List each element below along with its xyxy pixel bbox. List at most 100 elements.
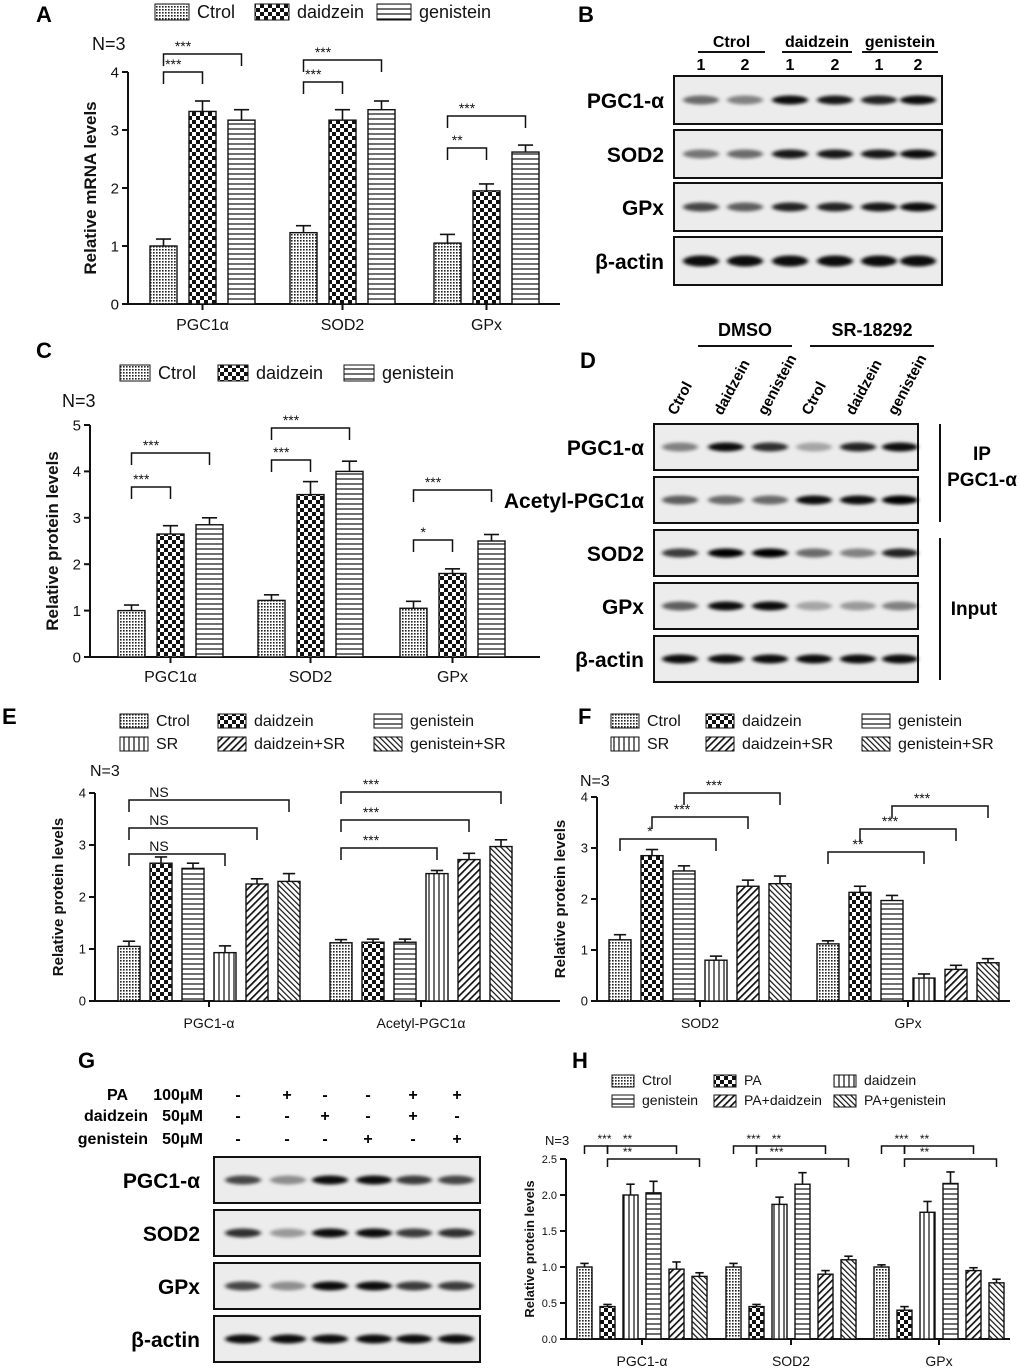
blot-band xyxy=(817,95,853,105)
legend-label: Ctrol xyxy=(156,713,190,730)
y-tick-label: 4 xyxy=(73,464,81,481)
blot-band xyxy=(752,442,788,452)
blot-band xyxy=(396,1281,432,1291)
bar-daidzein xyxy=(640,854,664,1002)
blot-band xyxy=(708,654,744,664)
significance-label: ** xyxy=(920,1145,930,1159)
significance-label: ** xyxy=(623,1132,633,1146)
significance-bracket xyxy=(619,838,717,851)
panel-label-h: H xyxy=(572,1048,588,1073)
blot-row-label: β-actin xyxy=(575,649,644,672)
legend-swatch xyxy=(713,1094,737,1108)
significance-bracket xyxy=(302,59,383,72)
bar-Ctrol xyxy=(257,599,286,658)
bar-daidzein xyxy=(156,533,185,658)
bar-genistein xyxy=(794,1183,811,1340)
x-category-label: Acetyl-PGC1α xyxy=(376,1015,465,1031)
significance-bracket xyxy=(162,53,243,66)
n-label: N=3 xyxy=(90,763,120,780)
significance-label: ** xyxy=(452,132,463,148)
bar-daidzein xyxy=(622,1194,639,1340)
blot-row-label: β-actin xyxy=(131,1329,200,1352)
y-axis-label: Relative protein levels xyxy=(43,451,62,631)
significance-label: *** xyxy=(165,56,182,72)
blot-band xyxy=(840,654,876,664)
significance-label: *** xyxy=(597,1132,611,1146)
x-category-label: PGC1-α xyxy=(184,1015,235,1031)
dose-label: 50μM xyxy=(162,1108,203,1125)
bar-PA xyxy=(896,1309,913,1340)
blot-band xyxy=(861,95,897,105)
blot-lane-label: 2 xyxy=(914,57,923,74)
y-axis-label: Relative protein levels xyxy=(552,820,569,978)
blot-panel-g: PA 100μM - + - - + + daidzein 50μM - - + - + - genistein… xyxy=(78,1087,481,1363)
legend-label: Ctrol xyxy=(197,2,235,22)
treatment-mark: + xyxy=(282,1087,291,1104)
y-tick-label: 3 xyxy=(111,122,119,139)
bar-Ctrol xyxy=(399,607,428,658)
significance-bracket xyxy=(880,1145,906,1154)
blot-row-label: PGC1-α xyxy=(567,437,644,460)
legend-label: Ctrol xyxy=(642,1072,672,1088)
chart-panel-c: Ctrol daidzein genistein N=3 0 1 2 3 4 5 Relative … xyxy=(43,363,540,686)
bar-Ctrol xyxy=(725,1266,742,1340)
significance-bracket xyxy=(755,1158,850,1167)
blot-band xyxy=(396,1228,432,1238)
significance-label: *** xyxy=(459,100,476,116)
blot-band xyxy=(727,149,763,159)
bar-PA+genistein xyxy=(840,1259,857,1340)
y-tick-label: 1 xyxy=(581,943,588,958)
bar-SR xyxy=(425,872,449,1002)
bar-daidzein xyxy=(438,572,467,658)
chart-panel-h: Ctrol PA daidzein genistein PA+daidzein PA+ge… xyxy=(522,1072,1010,1369)
n-label: N=3 xyxy=(545,1133,569,1148)
blot-band xyxy=(900,149,936,159)
blot-band xyxy=(225,1334,261,1344)
blot-band xyxy=(817,255,853,267)
y-axis-label: Relative mRNA levels xyxy=(81,101,100,274)
x-category-label: SOD2 xyxy=(681,1015,719,1031)
bar-Ctrol xyxy=(433,242,462,305)
legend-swatch xyxy=(119,736,149,752)
blot-band xyxy=(662,442,698,452)
blot-band xyxy=(861,149,897,159)
blot-band xyxy=(817,149,853,159)
y-tick-label: 5 xyxy=(73,417,81,434)
significance-label: ** xyxy=(853,836,864,852)
y-tick-label: 1 xyxy=(111,238,119,255)
significance-label: *** xyxy=(143,437,160,453)
significance-label: *** xyxy=(175,38,192,54)
bar-daidzein xyxy=(149,862,173,1002)
bar-PA+daidzein xyxy=(668,1268,685,1340)
blot-lane-label: Ctrol xyxy=(799,379,830,418)
blot-band xyxy=(683,95,719,105)
significance-bracket xyxy=(446,147,488,160)
n-label: N=3 xyxy=(62,391,96,411)
x-category-label: GPx xyxy=(471,317,502,334)
legend-label: SR xyxy=(647,736,669,753)
y-tick-label: 4 xyxy=(111,64,119,81)
bar-SR xyxy=(213,951,237,1002)
bar-daidzein+SR xyxy=(944,968,968,1002)
blot-band xyxy=(727,255,763,267)
legend-swatch xyxy=(610,713,640,729)
bar-SR xyxy=(704,959,728,1002)
x-category-label: PGC1-α xyxy=(617,1353,668,1369)
dose-label: 50μM xyxy=(162,1131,203,1148)
blot-band xyxy=(900,95,936,105)
bar-genistein xyxy=(645,1192,662,1340)
panel-label-a: A xyxy=(36,2,52,27)
bar-genistein xyxy=(227,119,256,305)
x-category-label: GPx xyxy=(437,669,468,686)
significance-bracket xyxy=(128,827,258,840)
legend-swatch xyxy=(373,713,403,729)
significance-bracket xyxy=(270,459,312,472)
significance-label: * xyxy=(421,524,427,540)
legend-swatch xyxy=(833,1074,857,1088)
blot-lane-label: 1 xyxy=(786,57,795,74)
bar-daidzein xyxy=(919,1211,936,1340)
treatment-mark: - xyxy=(365,1087,370,1104)
bar-Ctrol xyxy=(816,943,840,1002)
y-tick-label: 0.5 xyxy=(542,1298,557,1310)
blot-row-label: β-actin xyxy=(595,251,664,274)
